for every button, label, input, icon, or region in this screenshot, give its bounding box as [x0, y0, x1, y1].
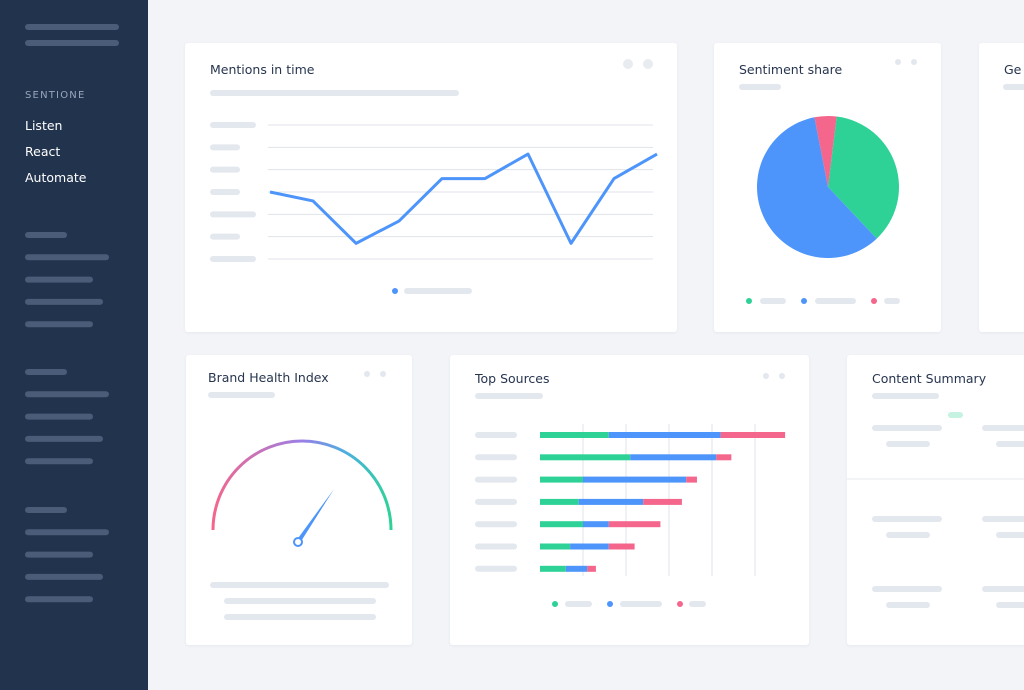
card-title: Sentiment share [739, 62, 843, 77]
card-menu-dot [643, 59, 653, 69]
pie-slice [828, 116, 899, 239]
gauge-needle [296, 489, 334, 544]
nav-item[interactable]: Automate [25, 170, 87, 185]
bar-segment [716, 454, 732, 461]
nav-item[interactable]: React [25, 144, 61, 159]
legend-dot [801, 298, 807, 304]
bar-segment [578, 498, 644, 505]
card-menu-dot [911, 59, 917, 65]
bar-segment [608, 521, 661, 528]
bar-segment [565, 565, 588, 572]
bar-segment [540, 565, 566, 572]
card-menu-dot [623, 59, 633, 69]
card-title: Content Summary [872, 371, 987, 386]
bar-segment [570, 543, 609, 550]
card-title: Mentions in time [210, 62, 315, 77]
legend-dot [607, 601, 613, 607]
bar-segment [540, 432, 609, 438]
pie-slice [756, 117, 877, 258]
bar-segment [540, 454, 631, 461]
legend-dot [552, 601, 558, 607]
bar-segment [630, 454, 717, 461]
bar-segment [608, 543, 635, 550]
legend-dot [677, 601, 683, 607]
bar-segment [540, 521, 583, 528]
card-menu-dot [380, 371, 386, 377]
card-title: Brand Health Index [208, 370, 329, 385]
card-menu-dot [763, 373, 769, 379]
bar-segment [540, 476, 583, 483]
bar-segment [686, 476, 697, 483]
bar-segment [540, 498, 579, 505]
gauge-hub [293, 537, 303, 547]
card-menu-dot [895, 59, 901, 65]
card-title: Top Sources [475, 371, 550, 386]
line [269, 152, 658, 245]
bar-segment [720, 432, 786, 438]
bar-segment [540, 543, 571, 550]
card [847, 355, 1024, 645]
bar-segment [643, 498, 682, 505]
brand: SENTIONE [25, 90, 86, 101]
gauge-arc [211, 439, 393, 531]
badge [948, 412, 963, 418]
card-menu-dot [779, 373, 785, 379]
legend-dot [746, 298, 752, 304]
card-menu-dot [364, 371, 370, 377]
pie-slice [814, 116, 837, 187]
card-title: Ge [1004, 62, 1022, 77]
nav-item[interactable]: Listen [25, 118, 63, 133]
bar-segment [583, 476, 687, 483]
legend-dot [392, 288, 398, 294]
card [979, 43, 1024, 332]
bar-segment [583, 521, 609, 528]
bar-segment [608, 432, 721, 438]
legend-dot [871, 298, 877, 304]
card [186, 355, 412, 645]
bar-segment [587, 565, 596, 572]
